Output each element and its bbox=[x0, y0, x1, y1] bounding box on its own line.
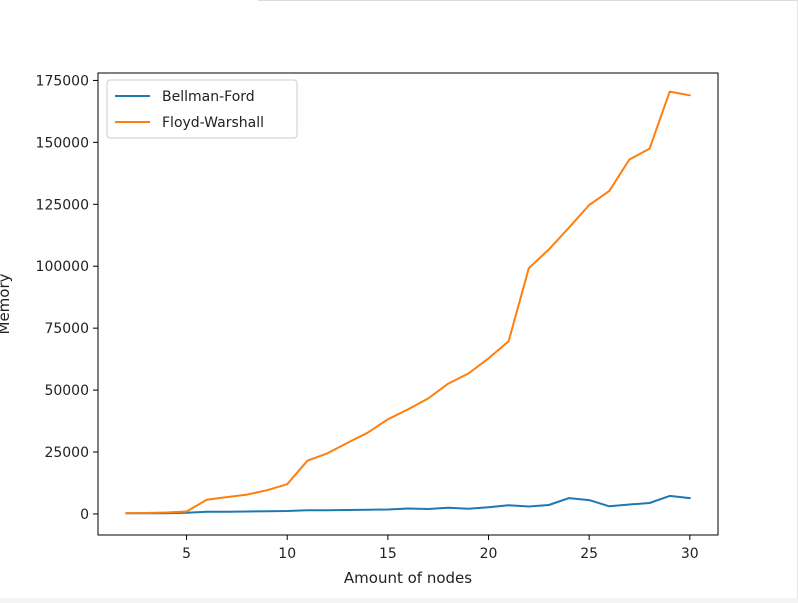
x-tick-label: 5 bbox=[182, 546, 191, 562]
x-tick-label: 10 bbox=[278, 546, 296, 562]
legend-label: Bellman-Ford bbox=[162, 89, 255, 105]
x-tick-label: 25 bbox=[580, 546, 598, 562]
series-line-floyd-warshall bbox=[125, 90, 691, 515]
x-axis-ticks: 5 10 15 20 25 30 bbox=[182, 535, 699, 562]
y-axis-ticks: 0 25000 50000 75000 100000 125000 150000 175000 bbox=[36, 73, 98, 523]
x-axis-label: Amount of nodes bbox=[344, 569, 472, 587]
y-tick-label: 150000 bbox=[36, 135, 89, 151]
y-tick-label: 0 bbox=[80, 507, 89, 523]
legend-box bbox=[106, 79, 298, 139]
y-tick-label: 75000 bbox=[44, 321, 89, 337]
y-axis-label: Memory bbox=[0, 273, 13, 334]
legend-label: Floyd-Warshall bbox=[162, 115, 264, 131]
y-tick-label: 175000 bbox=[36, 73, 89, 89]
y-tick-label: 125000 bbox=[36, 197, 89, 213]
x-tick-label: 20 bbox=[480, 546, 498, 562]
plot-area-frame bbox=[97, 72, 719, 536]
series-lines bbox=[125, 90, 691, 515]
y-tick-label: 100000 bbox=[36, 259, 89, 275]
y-tick-label: 50000 bbox=[44, 383, 89, 399]
window-top-edge bbox=[258, 0, 798, 1]
series-line-bellman-ford bbox=[125, 494, 691, 515]
window-bottom-edge bbox=[0, 598, 798, 603]
chart-legend: Bellman-Ford Floyd-Warshall bbox=[106, 79, 298, 139]
x-tick-label: 30 bbox=[681, 546, 699, 562]
y-tick-label: 25000 bbox=[44, 445, 89, 461]
x-tick-label: 15 bbox=[379, 546, 397, 562]
